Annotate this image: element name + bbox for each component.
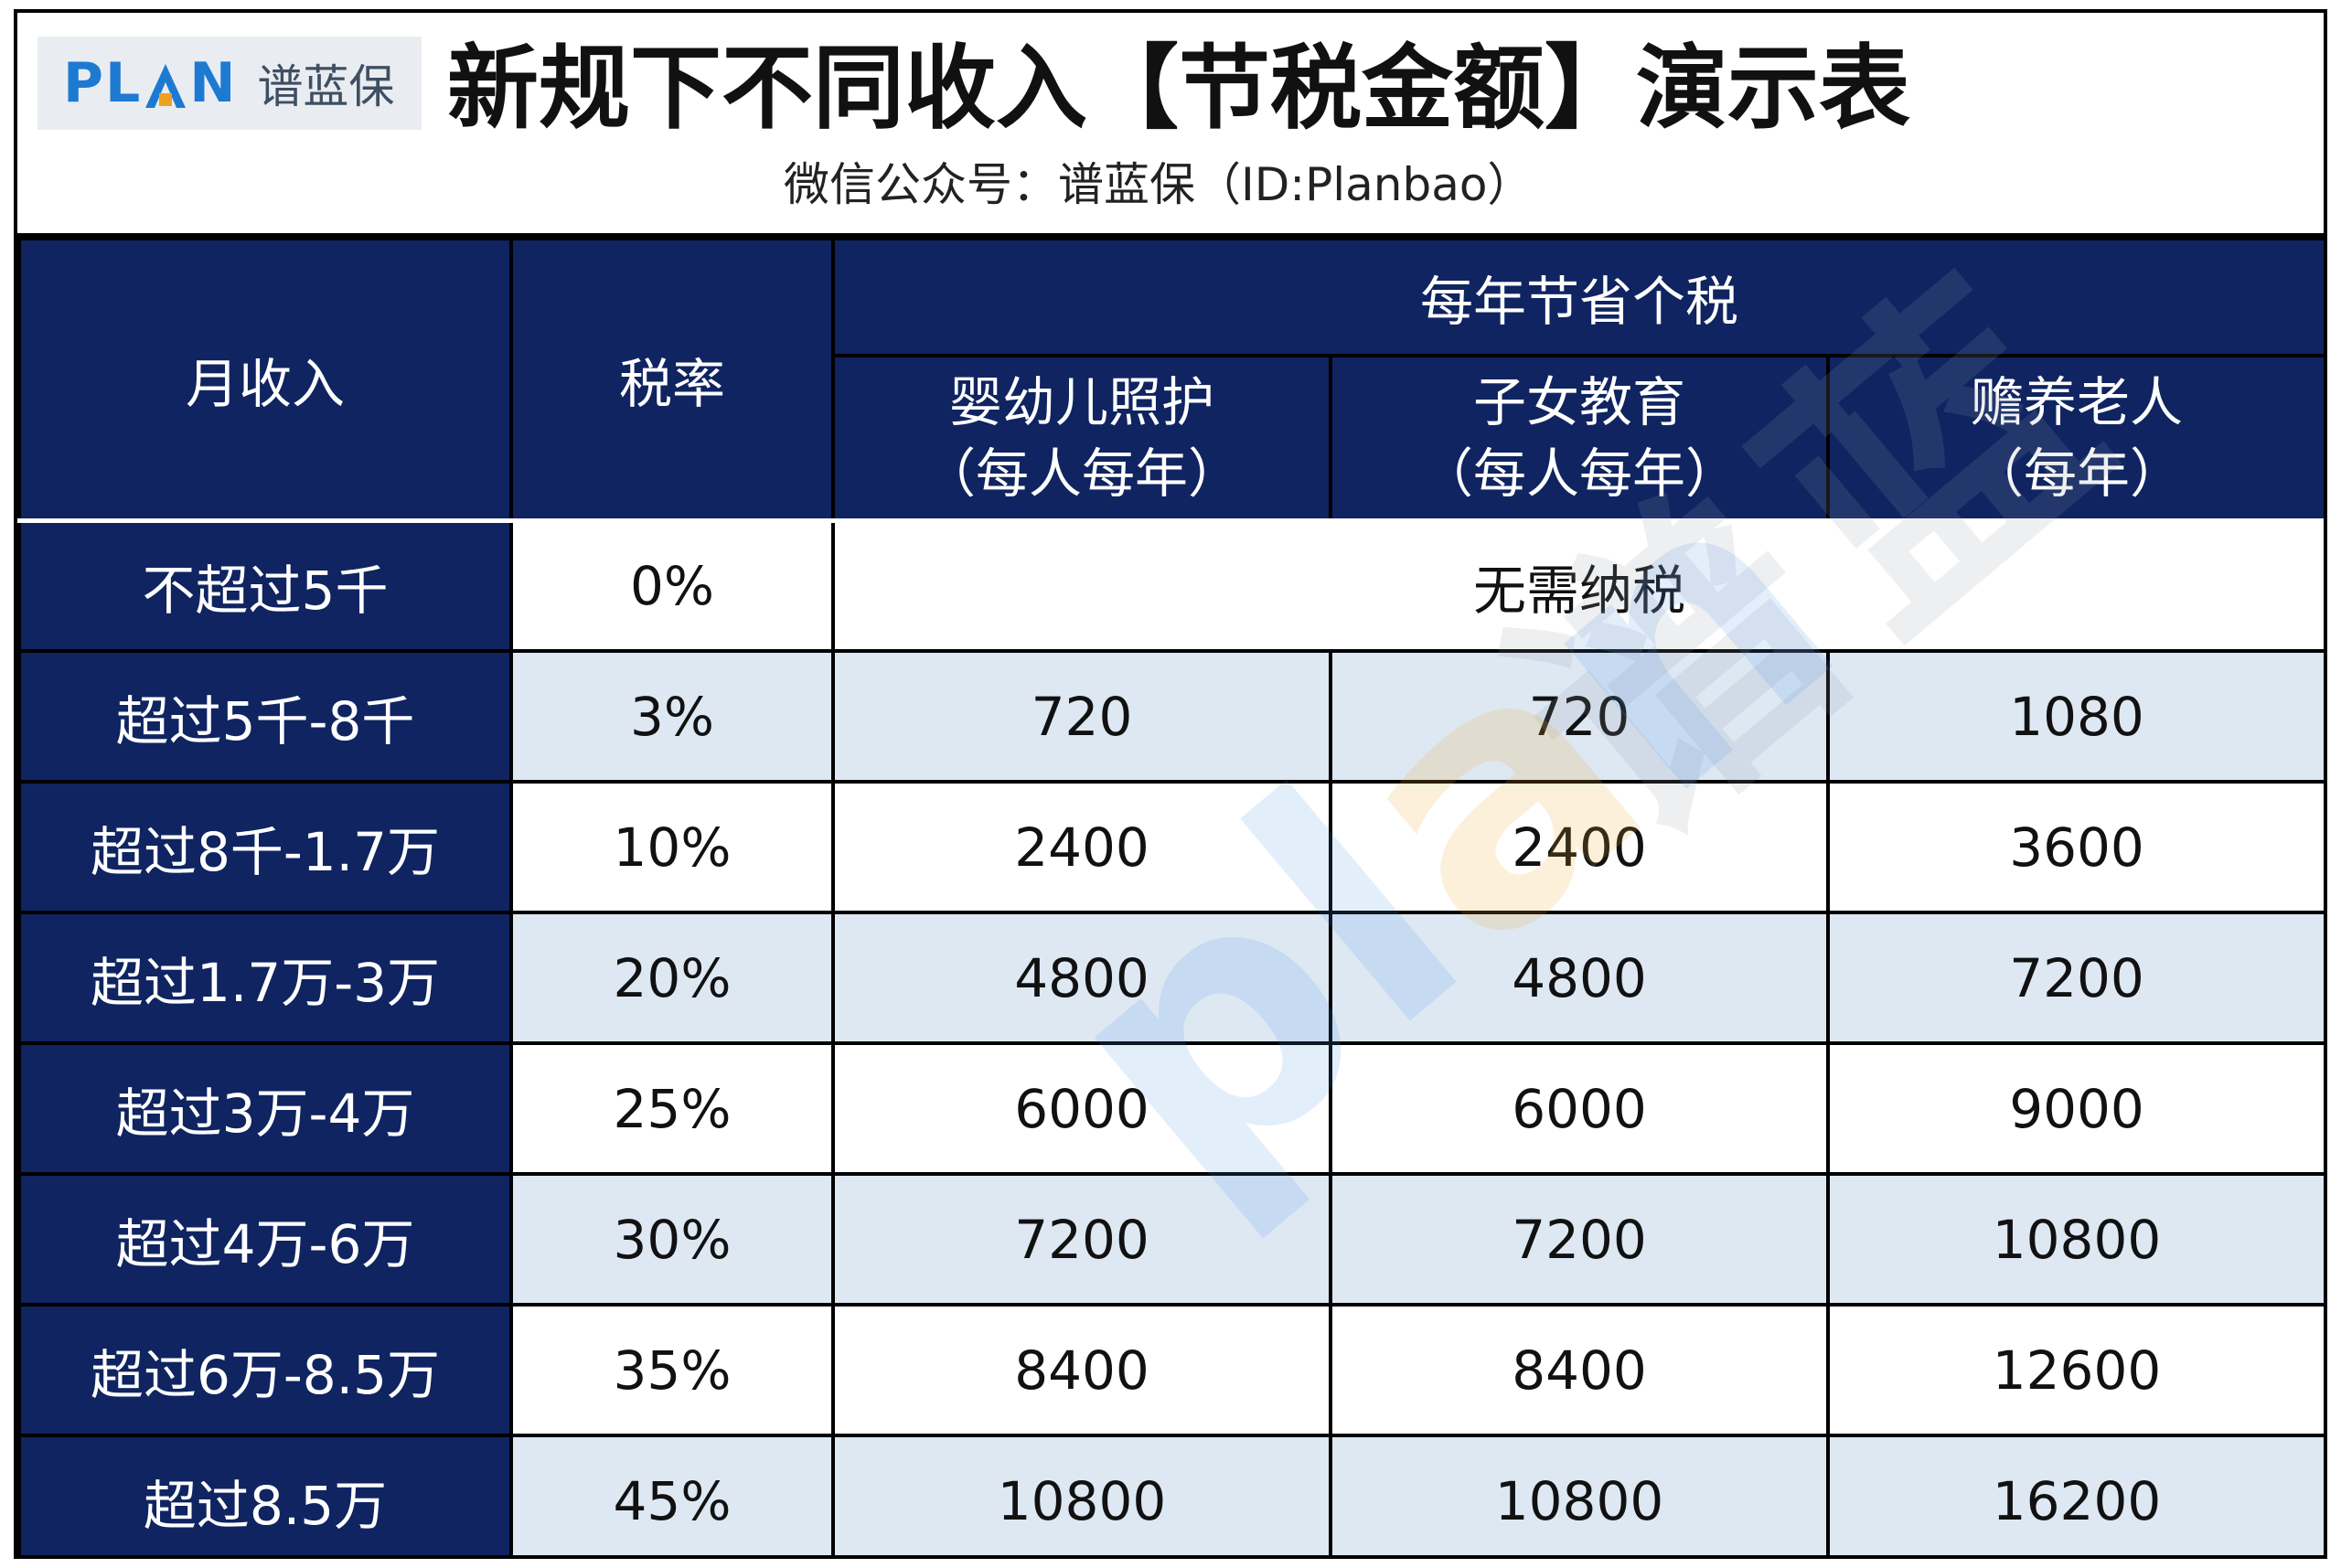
table-row: 超过1.7万-3万 20% 4800 4800 7200 xyxy=(17,911,2324,1045)
elderly-support-cell: 3600 xyxy=(1825,780,2324,914)
logo-chinese: 谱蓝保 xyxy=(257,60,395,113)
infant-care-cell: 7200 xyxy=(831,1172,1332,1307)
rate-cell: 45% xyxy=(509,1434,835,1555)
document-frame: PL N 谱蓝保 新规下不同收入【节税金额】演示表 微信公众号：谱蓝保（ID:P… xyxy=(14,9,2327,1559)
header-child-education-line1: 子女教育 xyxy=(1472,370,1685,433)
header-infant-care-line1: 婴幼儿照护 xyxy=(948,370,1214,433)
header-child-education-line2: （每人每年） xyxy=(1419,442,1738,505)
rate-cell: 35% xyxy=(509,1303,835,1437)
header: PL N 谱蓝保 新规下不同收入【节税金额】演示表 微信公众号：谱蓝保（ID:P… xyxy=(17,13,2324,237)
infant-care-cell: 4800 xyxy=(831,911,1332,1045)
no-tax-cell: 无需纳税 xyxy=(830,518,2324,653)
elderly-support-cell: 12600 xyxy=(1825,1303,2324,1437)
rate-cell: 20% xyxy=(509,911,835,1045)
infant-care-cell: 2400 xyxy=(831,780,1332,914)
child-education-cell: 720 xyxy=(1329,649,1830,784)
tax-savings-table: 月收入 税率 每年节省个税 婴幼儿照护 （每人每年） 子女教育 （每人每年） 赡… xyxy=(17,237,2324,1555)
child-education-cell: 8400 xyxy=(1329,1303,1830,1437)
elderly-support-cell: 1080 xyxy=(1825,649,2324,784)
header-savings-group: 每年节省个税 xyxy=(830,237,2324,357)
infant-care-cell: 10800 xyxy=(831,1434,1332,1555)
elderly-support-cell: 7200 xyxy=(1825,911,2324,1045)
child-education-cell: 2400 xyxy=(1329,780,1830,914)
rate-cell: 10% xyxy=(509,780,835,914)
header-infant-care: 婴幼儿照护 （每人每年） xyxy=(831,354,1332,523)
rate-cell: 0% xyxy=(509,518,835,653)
header-elderly-support-line2: （每年） xyxy=(1971,442,2184,505)
child-education-cell: 10800 xyxy=(1329,1434,1830,1555)
rate-cell: 25% xyxy=(509,1041,835,1176)
header-elderly-support-line1: 赡养老人 xyxy=(1971,370,2184,433)
income-cell: 超过8千-1.7万 xyxy=(17,780,513,914)
elderly-support-cell: 10800 xyxy=(1825,1172,2324,1307)
header-elderly-support: 赡养老人 （每年） xyxy=(1825,354,2324,523)
child-education-cell: 6000 xyxy=(1329,1041,1830,1176)
rate-cell: 3% xyxy=(509,649,835,784)
income-cell: 超过4万-6万 xyxy=(17,1172,513,1307)
table-row: 超过3万-4万 25% 6000 6000 9000 xyxy=(17,1041,2324,1176)
infant-care-cell: 8400 xyxy=(831,1303,1332,1437)
elderly-support-cell: 16200 xyxy=(1825,1434,2324,1555)
logo-house-icon xyxy=(144,59,187,108)
infant-care-cell: 720 xyxy=(831,649,1332,784)
table-row: 不超过5千 0% 无需纳税 xyxy=(17,518,2324,653)
logo: PL N 谱蓝保 xyxy=(37,37,422,130)
table-row: 超过6万-8.5万 35% 8400 8400 12600 xyxy=(17,1303,2324,1437)
header-infant-care-line2: （每人每年） xyxy=(922,442,1241,505)
table-row: 超过8.5万 45% 10800 10800 16200 xyxy=(17,1434,2324,1555)
income-cell: 超过3万-4万 xyxy=(17,1041,513,1176)
table-row: 超过5千-8千 3% 720 720 1080 xyxy=(17,649,2324,784)
header-child-education: 子女教育 （每人每年） xyxy=(1329,354,1830,523)
income-cell: 不超过5千 xyxy=(17,518,513,653)
logo-word-right: N xyxy=(189,51,238,115)
header-rate: 税率 xyxy=(509,237,835,523)
header-income: 月收入 xyxy=(17,237,513,523)
logo-word-left: PL xyxy=(63,51,143,115)
table-row: 超过8千-1.7万 10% 2400 2400 3600 xyxy=(17,780,2324,914)
infant-care-cell: 6000 xyxy=(831,1041,1332,1176)
table-row: 超过4万-6万 30% 7200 7200 10800 xyxy=(17,1172,2324,1307)
income-cell: 超过5千-8千 xyxy=(17,649,513,784)
logo-wordmark: PL N xyxy=(63,51,237,115)
child-education-cell: 7200 xyxy=(1329,1172,1830,1307)
child-education-cell: 4800 xyxy=(1329,911,1830,1045)
income-cell: 超过1.7万-3万 xyxy=(17,911,513,1045)
rate-cell: 30% xyxy=(509,1172,835,1307)
income-cell: 超过8.5万 xyxy=(17,1434,513,1555)
page-title: 新规下不同收入【节税金额】演示表 xyxy=(447,35,1910,142)
income-cell: 超过6万-8.5万 xyxy=(17,1303,513,1437)
elderly-support-cell: 9000 xyxy=(1825,1041,2324,1176)
page-subtitle: 微信公众号：谱蓝保（ID:Planbao） xyxy=(784,158,1534,211)
